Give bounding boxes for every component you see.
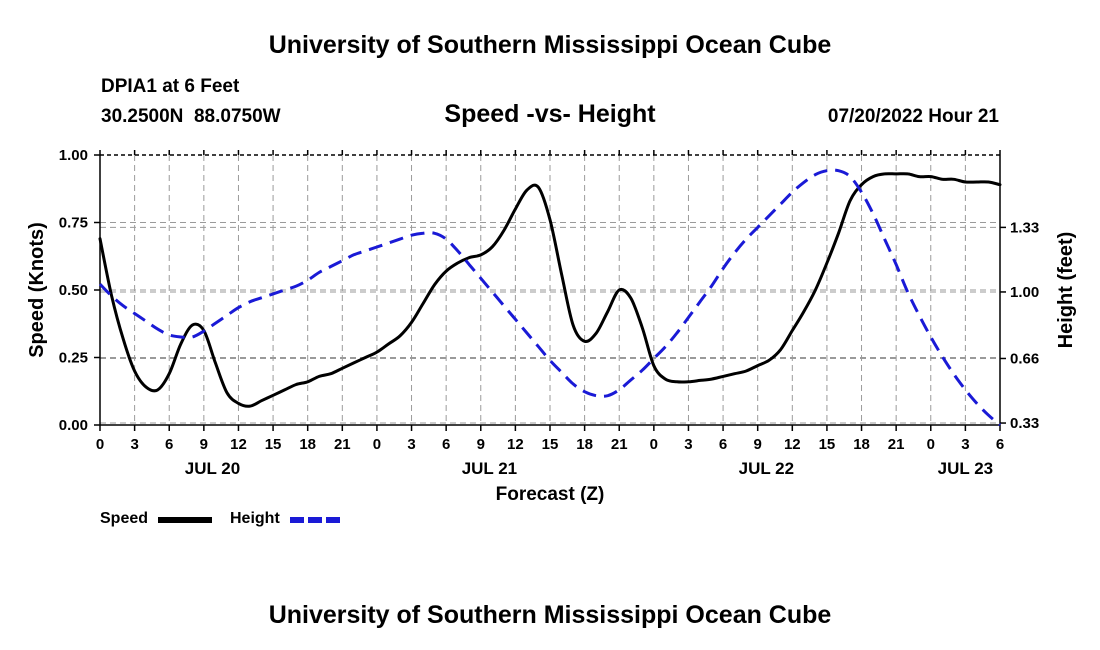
x-day-label: JUL 20	[185, 459, 240, 478]
legend-speed-label: Speed	[100, 510, 149, 527]
x-tick-label: 18	[576, 436, 593, 453]
y2-tick-label: 1.33	[1010, 219, 1039, 236]
x-tick-label: 18	[299, 436, 316, 453]
y2-axis-title: Height (feet)	[1055, 232, 1077, 349]
x-tick-label: 3	[961, 436, 969, 453]
x-tick-label: 6	[996, 436, 1004, 453]
station-coordinates: 30.2500N 88.0750W	[101, 106, 281, 127]
x-tick-label: 0	[650, 436, 658, 453]
x-tick-label: 12	[230, 436, 247, 453]
speed-height-chart: 0 3 6 9 12 15 18 21 0 3 6 9 12 15 18 21 0 3 6 9 12 15 18 21 0 3 6J…	[26, 147, 1077, 505]
y2-tick-label: 0.66	[1010, 350, 1039, 367]
chart-title: Speed -vs- Height	[444, 100, 656, 128]
x-tick-label: 3	[684, 436, 692, 453]
legend-height-swatch	[290, 517, 344, 523]
x-tick-label: 15	[265, 436, 282, 453]
y-tick-label: 0.75	[59, 215, 88, 232]
footer-title: University of Southern Mississippi Ocean…	[268, 601, 832, 629]
x-tick-label: 15	[819, 436, 836, 453]
legend-height-label: Height	[230, 510, 280, 527]
x-tick-label: 9	[200, 436, 208, 453]
x-tick-label: 18	[853, 436, 870, 453]
y-axis-title: Speed (Knots)	[26, 222, 48, 358]
x-tick-label: 6	[442, 436, 450, 453]
forecast-datetime: 07/20/2022 Hour 21	[827, 106, 999, 127]
legend-speed-swatch	[158, 517, 212, 523]
page-title: University of Southern Mississippi Ocean…	[268, 31, 832, 59]
height-series-line	[98, 168, 1001, 427]
y-tick-label: 1.00	[59, 147, 88, 164]
y-tick-label: 0.50	[59, 282, 88, 299]
x-tick-label: 6	[719, 436, 727, 453]
x-tick-label: 3	[130, 436, 138, 453]
x-tick-label: 21	[611, 436, 628, 453]
x-day-label: JUL 23	[938, 459, 993, 478]
x-tick-label: 21	[888, 436, 905, 453]
x-axis-title: Forecast (Z)	[496, 484, 605, 505]
y-tick-label: 0.00	[59, 417, 88, 434]
y2-tick-label: 0.33	[1010, 415, 1039, 432]
x-tick-label: 0	[373, 436, 381, 453]
y2-tick-label: 1.00	[1010, 284, 1039, 301]
speed-series-line	[98, 172, 1002, 408]
x-day-label: JUL 21	[462, 459, 517, 478]
x-tick-label: 15	[542, 436, 559, 453]
y-tick-label: 0.25	[59, 350, 88, 367]
x-tick-label: 3	[407, 436, 415, 453]
x-tick-label: 0	[96, 436, 104, 453]
x-tick-label: 21	[334, 436, 351, 453]
x-tick-label: 9	[754, 436, 762, 453]
x-tick-label: 0	[927, 436, 935, 453]
x-tick-label: 12	[507, 436, 524, 453]
x-tick-label: 12	[784, 436, 801, 453]
x-tick-label: 9	[477, 436, 485, 453]
x-day-label: JUL 22	[739, 459, 794, 478]
x-tick-label: 6	[165, 436, 173, 453]
station-label: DPIA1 at 6 Feet	[101, 76, 240, 97]
